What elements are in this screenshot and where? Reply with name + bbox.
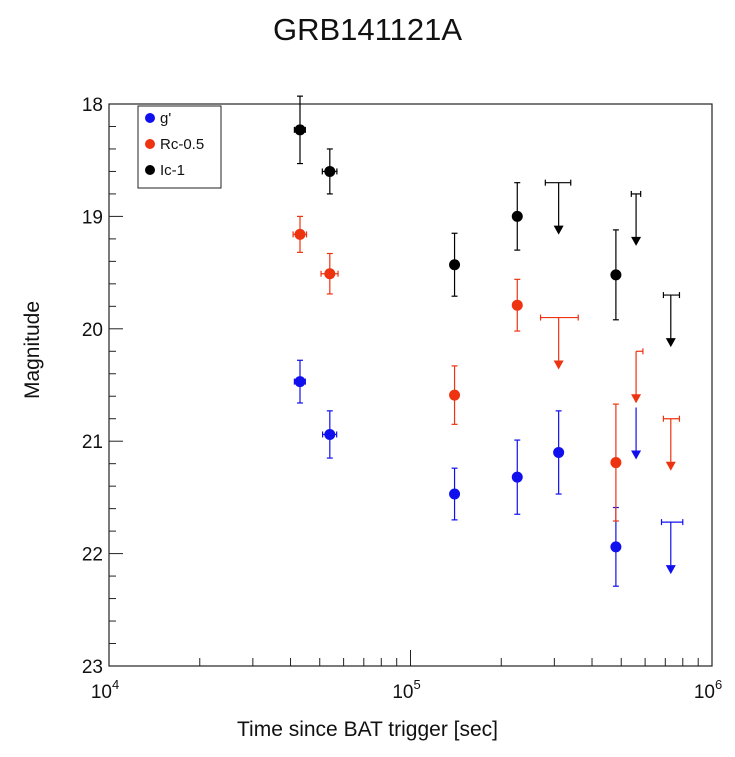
x-tick-label: 105	[392, 677, 420, 703]
data-point	[294, 124, 306, 136]
data-point	[324, 268, 336, 280]
upper-limit-arrow-head	[665, 338, 676, 348]
legend-marker	[145, 139, 155, 149]
legend: g' Rc-0.5 Ic-1	[137, 105, 222, 189]
upper-limit-arrow-head	[665, 461, 676, 471]
x-tick-label: 106	[694, 677, 722, 703]
data-point	[294, 228, 306, 240]
data-point	[553, 446, 565, 458]
y-tick-label: 19	[82, 207, 103, 228]
data-point	[511, 210, 523, 222]
upper-limit-arrow-head	[631, 450, 642, 460]
data-marks	[292, 95, 684, 587]
upper-limit-arrow-head	[553, 225, 564, 235]
data-point	[449, 259, 461, 271]
legend-entry: Ic-1	[160, 162, 185, 179]
data-point	[511, 471, 523, 483]
upper-limit-arrow-head	[631, 394, 642, 404]
chart-title: GRB141121A	[273, 12, 462, 47]
legend-entry: g'	[160, 110, 171, 127]
data-point	[610, 269, 622, 281]
y-tick-label: 22	[82, 545, 103, 566]
upper-limit-arrow-head	[631, 236, 642, 246]
upper-limit-arrow-head	[665, 565, 676, 575]
data-point	[610, 457, 622, 469]
data-point	[324, 428, 336, 440]
x-tick-exponent: 5	[413, 677, 420, 692]
data-point	[449, 488, 461, 500]
x-axis-label: Time since BAT trigger [sec]	[236, 718, 499, 741]
y-tick-label: 20	[82, 320, 103, 341]
data-point	[511, 299, 523, 311]
data-point	[294, 376, 306, 388]
y-tick-label: 23	[82, 657, 103, 678]
legend-entry: Rc-0.5	[160, 136, 204, 153]
x-tick-exponent: 4	[112, 677, 119, 692]
data-point	[610, 541, 622, 553]
upper-limit-arrow-head	[553, 360, 564, 370]
data-point	[324, 165, 336, 177]
y-tick-label: 21	[82, 432, 103, 453]
data-point	[449, 389, 461, 401]
y-tick-label: 18	[82, 95, 103, 116]
legend-marker	[145, 113, 155, 123]
x-tick-exponent: 6	[715, 677, 722, 692]
legend-marker	[145, 165, 155, 175]
x-tick-label: 104	[91, 677, 119, 703]
